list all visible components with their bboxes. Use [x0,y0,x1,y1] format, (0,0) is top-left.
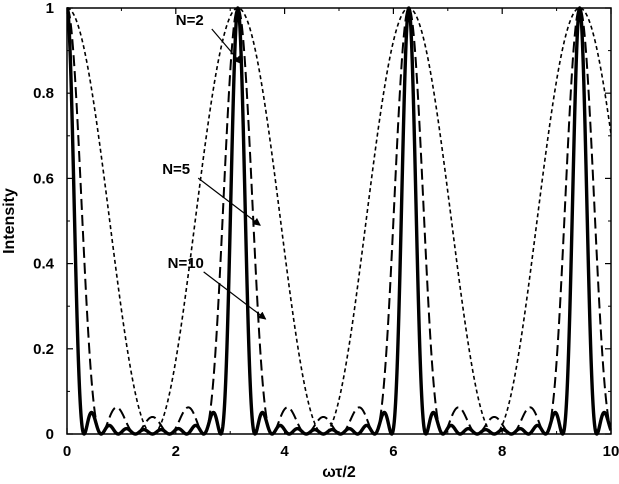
annotation-label: N=5 [162,161,190,178]
y-tick-label: 1 [46,0,54,17]
y-tick-label: 0 [46,426,54,443]
series-line-n2 [67,8,611,434]
x-tick-label: 0 [63,443,71,460]
x-tick-label: 8 [498,443,506,460]
x-tick-label: 10 [603,443,619,460]
axes: 0 2 4 6 8 10 0 0.2 0.4 0.6 0.8 1 [33,0,619,460]
annotations: N=2 N=5 N=10 [162,12,265,319]
y-tick-label: 0.2 [33,341,54,358]
y-tick-label: 0.8 [33,85,54,102]
y-axis-title: Intensity [1,188,18,254]
series-line-n5 [67,8,611,434]
x-axis-title: ωτ/2 [322,464,356,481]
y-tick-label: 0.4 [33,256,55,273]
annotation-label: N=10 [168,255,204,272]
x-tick-label: 4 [280,443,289,460]
annotation-label: N=2 [176,12,204,29]
y-tick-label: 0.6 [33,170,54,187]
plot-frame [67,8,611,434]
plot-area [67,8,611,434]
x-tick-label: 2 [172,443,180,460]
x-tick-label: 6 [389,443,397,460]
series-line-n10 [67,8,611,434]
annotation-arrow [204,272,266,319]
